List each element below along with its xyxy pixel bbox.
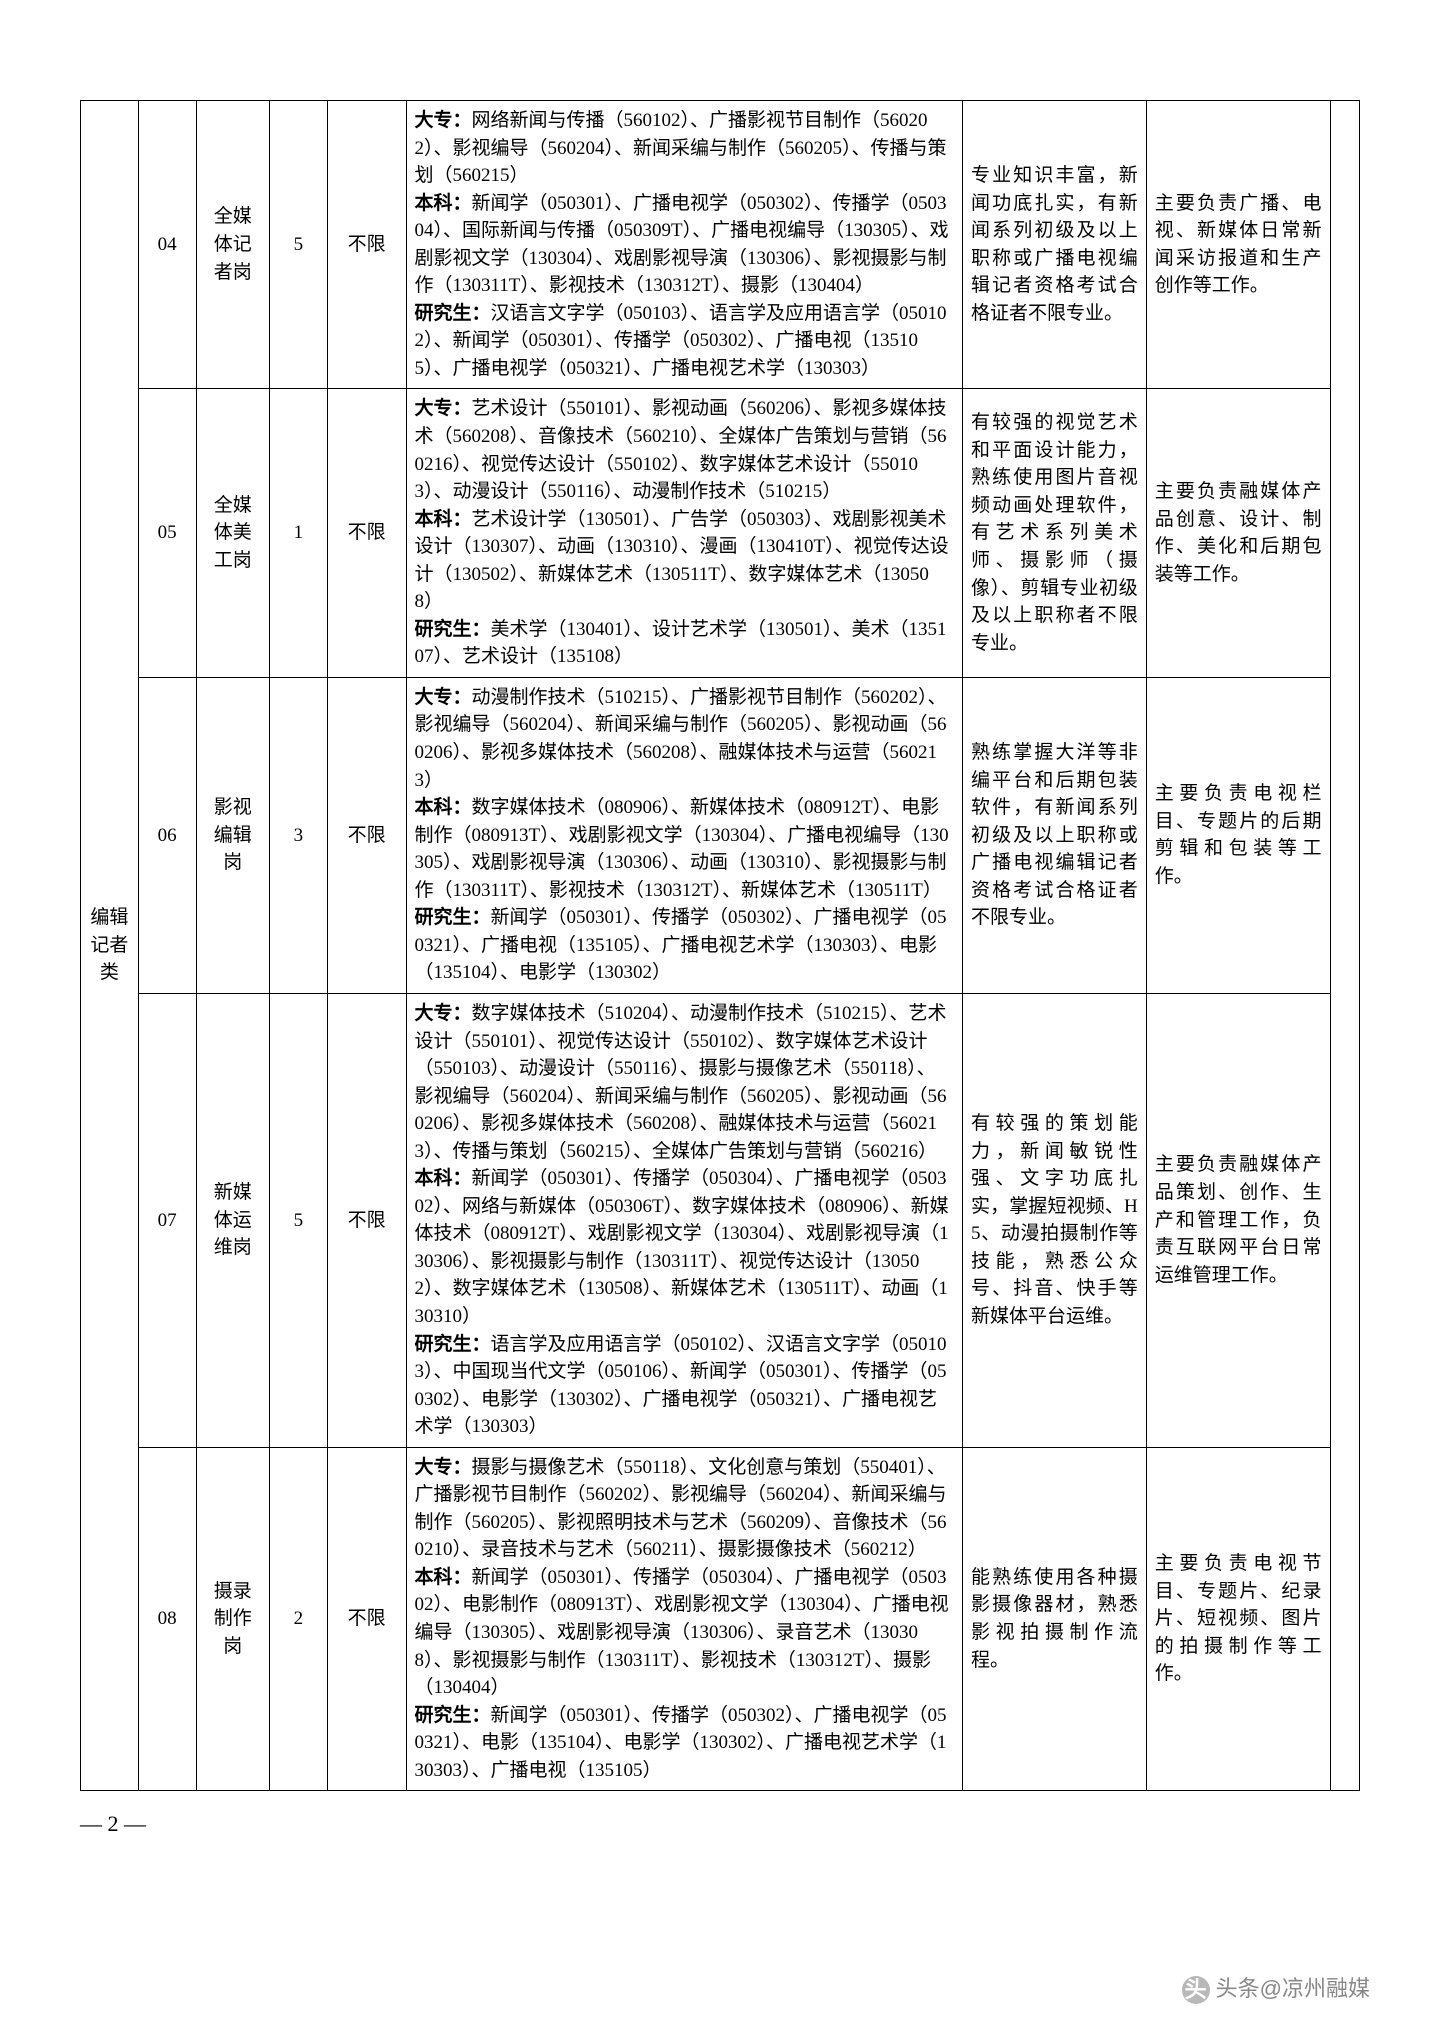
major-cell: 大专：艺术设计（550101）、影视动画（560206）、影视多媒体技术（560… [406, 389, 963, 677]
major-cell: 大专：摄影与摄像艺术（550118）、文化创意与策划（550401）、广播影视节… [406, 1447, 963, 1791]
count-cell: 3 [270, 677, 328, 993]
watermark: 头头条@凉州融媒 [1182, 1971, 1370, 2004]
category-cell: 编辑记者类 [81, 101, 139, 1791]
code-cell: 08 [138, 1447, 196, 1791]
count-cell: 1 [270, 389, 328, 677]
duty-cell: 主要负责广播、电视、新媒体日常新闻采访报道和生产创作等工作。 [1146, 101, 1330, 389]
code-cell: 04 [138, 101, 196, 389]
post-cell: 摄录制作岗 [196, 1447, 270, 1791]
major-cell: 大专：网络新闻与传播（560102）、广播影视节目制作（560202）、影视编导… [406, 101, 963, 389]
code-cell: 05 [138, 389, 196, 677]
major-cell: 大专：动漫制作技术（510215）、广播影视节目制作（560202）、影视编导（… [406, 677, 963, 993]
cond-cell: 有较强的策划能力，新闻敏锐性强、文字功底扎实，掌握短视频、H5、动漫拍摄制作等技… [963, 993, 1147, 1447]
count-cell: 5 [270, 101, 328, 389]
duty-cell: 主要负责融媒体产品策划、创作、生产和管理工作，负责互联网平台日常运维管理工作。 [1146, 993, 1330, 1447]
major-cell: 大专：数字媒体技术（510204）、动漫制作技术（510215）、艺术设计（55… [406, 993, 963, 1447]
count-cell: 5 [270, 993, 328, 1447]
code-cell: 06 [138, 677, 196, 993]
duty-cell: 主要负责电视栏目、专题片的后期剪辑和包装等工作。 [1146, 677, 1330, 993]
post-cell: 新媒体运维岗 [196, 993, 270, 1447]
cond-cell: 能熟练使用各种摄影摄像器材，熟悉影视拍摄制作流程。 [963, 1447, 1147, 1791]
limit-cell: 不限 [327, 101, 406, 389]
cond-cell: 有较强的视觉艺术和平面设计能力，熟练使用图片音视频动画处理软件，有艺术系列美术师… [963, 389, 1147, 677]
recruitment-table: 编辑记者类 04 全媒体记者岗 5 不限 大专：网络新闻与传播（560102）、… [80, 100, 1360, 1791]
cond-cell: 熟练掌握大洋等非编平台和后期包装软件，有新闻系列初级及以上职称或广播电视编辑记者… [963, 677, 1147, 993]
duty-cell: 主要负责融媒体产品创意、设计、制作、美化和后期包装等工作。 [1146, 389, 1330, 677]
limit-cell: 不限 [327, 389, 406, 677]
limit-cell: 不限 [327, 993, 406, 1447]
blank-cell [1330, 101, 1359, 1791]
post-cell: 影视编辑岗 [196, 677, 270, 993]
page-number: — 2 — [80, 1811, 1360, 1837]
cond-cell: 专业知识丰富，新闻功底扎实，有新闻系列初级及以上职称或广播电视编辑记者资格考试合… [963, 101, 1147, 389]
post-cell: 全媒体记者岗 [196, 101, 270, 389]
watermark-suffix: @凉州融媒 [1260, 1976, 1370, 2001]
limit-cell: 不限 [327, 677, 406, 993]
duty-cell: 主要负责电视节目、专题片、纪录片、短视频、图片的拍摄制作等工作。 [1146, 1447, 1330, 1791]
code-cell: 07 [138, 993, 196, 1447]
count-cell: 2 [270, 1447, 328, 1791]
watermark-icon: 头 [1182, 1976, 1210, 2004]
limit-cell: 不限 [327, 1447, 406, 1791]
watermark-prefix: 头条 [1216, 1976, 1260, 2001]
post-cell: 全媒体美工岗 [196, 389, 270, 677]
